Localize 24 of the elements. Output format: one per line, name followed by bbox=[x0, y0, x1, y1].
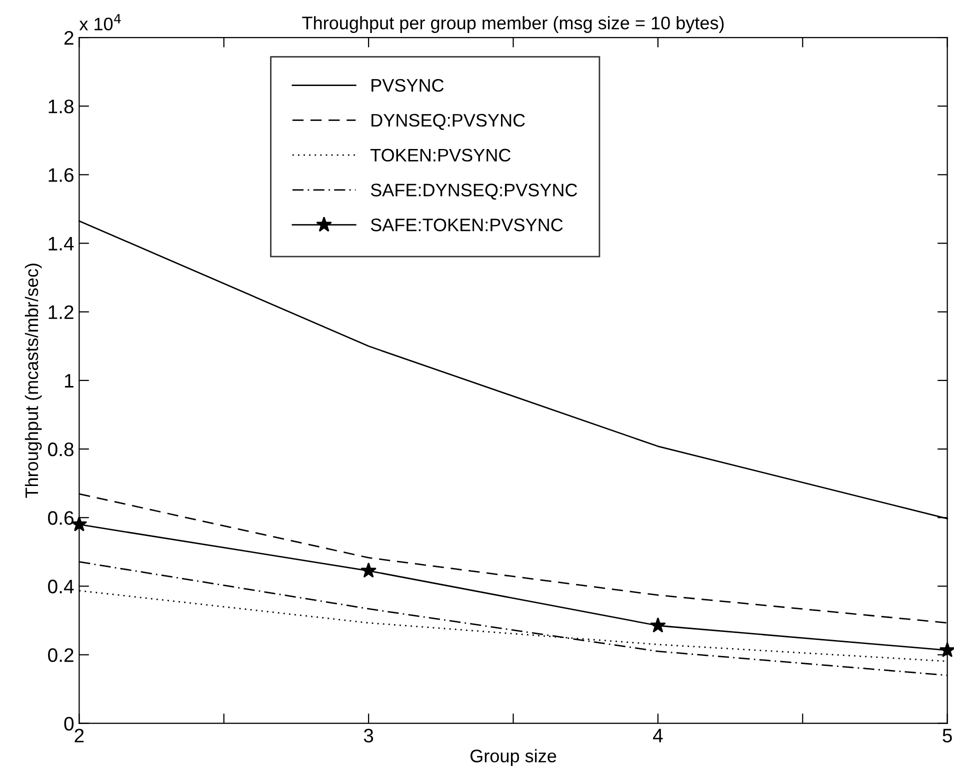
x-tick-label: 5 bbox=[942, 728, 952, 742]
legend-label: SAFE:TOKEN:PVSYNC bbox=[370, 218, 563, 232]
x-tick-label: 4 bbox=[652, 728, 663, 742]
y-axis-title: Throughput (mcasts/mbr/sec) bbox=[24, 264, 42, 498]
y-tick-label: 0.8 bbox=[48, 442, 74, 456]
y-tick-label: 2 bbox=[64, 31, 74, 45]
y-tick-label: 1.2 bbox=[48, 305, 74, 319]
legend-label: PVSYNC bbox=[372, 78, 444, 92]
y-tick-label: 1 bbox=[64, 374, 74, 388]
y-tick-label: 1.6 bbox=[48, 168, 74, 182]
x-axis-title: Group size bbox=[470, 749, 556, 766]
y-tick-label: 1.8 bbox=[48, 100, 74, 114]
text: x 10$^{4}$ bbox=[79, 14, 121, 30]
y-tick-label: 0.4 bbox=[48, 580, 74, 594]
y-tick-label: 1.4 bbox=[48, 236, 74, 250]
x-tick-label: 2 bbox=[74, 728, 84, 742]
legend-label: DYNSEQ:PVSYNC bbox=[372, 114, 525, 130]
y-tick-label: 0.6 bbox=[48, 511, 74, 525]
x-tick-label: 3 bbox=[364, 728, 374, 742]
chart-title: Throughput per group member (msg size = 10 bytes) bbox=[302, 16, 724, 33]
legend-label: SAFE:DYNSEQ:PVSYNC bbox=[370, 184, 578, 200]
y-tick-label: 0 bbox=[64, 716, 74, 731]
legend-label: TOKEN:PVSYNC bbox=[370, 148, 511, 162]
y-tick-label: 0.2 bbox=[48, 648, 74, 662]
